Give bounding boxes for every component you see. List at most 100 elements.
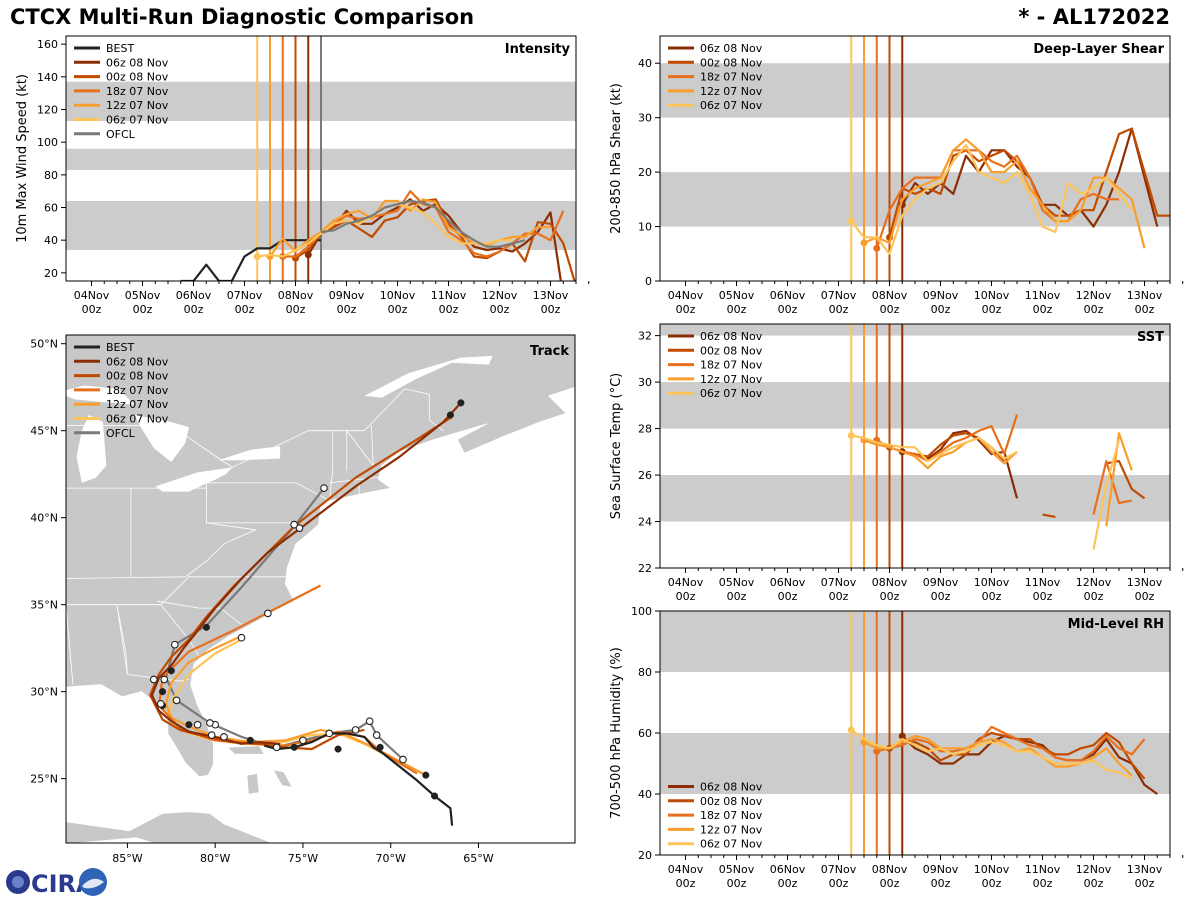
chart-title: Deep-Layer Shear (1033, 42, 1164, 57)
map-y-tick-label: 50°N (30, 338, 58, 351)
y-tick-label: 20 (638, 849, 652, 862)
x-tick-label-day: 07Nov (821, 863, 857, 876)
map-y-tick-label: 35°N (30, 599, 58, 612)
shaded-band (660, 611, 1170, 672)
series-line (901, 734, 1158, 795)
legend-label: 06z 07 Nov (106, 114, 169, 127)
ofcl-position-marker (172, 696, 181, 705)
ofcl-position-marker (237, 633, 246, 642)
x-tick-label-hour: 00z (676, 877, 696, 890)
map-y-tick-label: 25°N (30, 773, 58, 786)
y-tick-label: 40 (638, 57, 652, 70)
x-tick-label-day: 12Nov (1076, 863, 1112, 876)
x-tick-label-hour: 00z (676, 590, 696, 603)
series-start-dot (898, 732, 906, 740)
x-tick-label-hour: 00z (982, 590, 1002, 603)
chart-title: SST (1137, 330, 1164, 345)
north-america-land (66, 335, 575, 778)
x-tick-label-hour: 00z (1033, 877, 1053, 890)
ofcl-position-marker (170, 640, 179, 649)
x-tick-label-hour: 00z (1084, 590, 1104, 603)
x-tick-label-day: 06Nov (770, 289, 806, 302)
x-tick-label-day: 06Nov (176, 289, 212, 302)
ofcl-position-marker (299, 736, 307, 745)
x-tick-label-hour: 00z (1135, 590, 1155, 603)
x-tick-label-day: 08Nov (278, 289, 314, 302)
main-title: CTCX Multi-Run Diagnostic Comparison (10, 5, 475, 29)
series-line (851, 434, 1121, 550)
y-tick-label: 28 (638, 423, 652, 436)
plot-area (660, 36, 1170, 281)
sst-chart: 04Nov00z05Nov00z06Nov00z07Nov00z08Nov00z… (609, 323, 1184, 603)
us-canada-border (66, 388, 444, 468)
x-tick-label-hour: 00z (727, 590, 747, 603)
x-tick-label-hour: 00z (1033, 303, 1053, 316)
track-position-marker (446, 411, 454, 419)
x-tick-label-hour: 00z (829, 877, 849, 890)
ofcl-position-marker (220, 733, 228, 741)
y-tick-label: 100 (37, 136, 58, 149)
y-tick-label: 32 (638, 330, 652, 343)
chart-title: Mid-Level RH (1068, 617, 1164, 632)
x-tick-label-hour: 00z (778, 590, 798, 603)
ofcl-position-marker (207, 731, 216, 739)
lake-huron (134, 415, 189, 462)
x-tick-label-hour: 00z (880, 590, 900, 603)
x-tick-label-day: 10Nov (974, 576, 1010, 589)
map-y-tick-label: 40°N (30, 512, 58, 525)
y-tick-label: 26 (638, 469, 652, 482)
ga-nc-va-border (116, 576, 288, 675)
series-line (850, 143, 1133, 255)
shear-chart: 04Nov00z05Nov00z06Nov00z07Nov00z08Nov00z… (609, 35, 1184, 316)
track-position-marker (422, 771, 430, 779)
x-tick-label-day: 10Nov (974, 863, 1010, 876)
x-tick-label-hour: 00z (931, 303, 951, 316)
x-tick-label-hour: 00z (1084, 303, 1104, 316)
track-map: 85°W 80°W 75°W 70°W 65°W 25°N 30°N 35°N 40°N 45°N… (30, 334, 576, 865)
map-frame (65, 334, 576, 844)
x-tick-label-hour: 00z (778, 303, 798, 316)
legend-label: 12z 07 Nov (106, 398, 169, 411)
x-tick-label-day: 13Nov (1127, 576, 1163, 589)
x-tick-label-hour: 00z (1135, 303, 1155, 316)
legend-label: BEST (106, 341, 134, 354)
chart-title: Intensity (505, 42, 571, 57)
ny-ne-border (328, 430, 334, 501)
x-tick-label-hour: 00z (676, 303, 696, 316)
track-position-marker (246, 736, 254, 744)
x-tick-label-day: 08Nov (872, 576, 908, 589)
cuba-land (66, 811, 274, 843)
x-tick-label-hour: 00z (778, 877, 798, 890)
series-line (320, 199, 526, 248)
x-tick-label-hour: 00z (727, 877, 747, 890)
series-start-dot (847, 726, 855, 734)
x-tick-label-day: 05Nov (125, 289, 161, 302)
legend-label: 06z 07 Nov (700, 838, 763, 851)
track-position-marker (457, 399, 465, 407)
x-tick-label-day: 05Nov (719, 289, 755, 302)
map-y-tick-label: 30°N (30, 686, 58, 699)
ofcl-position-marker (272, 743, 281, 752)
track-position-marker (167, 667, 175, 675)
legend-label: BEST (106, 42, 134, 55)
intensity-chart: 04Nov00z05Nov00z06Nov00z07Nov00z08Nov00z… (15, 35, 590, 316)
x-tick-label-hour: 00z (880, 303, 900, 316)
map-x-tick-label: 85°W (112, 852, 142, 865)
y-tick-label: 22 (638, 562, 652, 575)
ofcl-position-marker (325, 729, 334, 738)
y-tick-label: 40 (44, 234, 58, 247)
legend-label: 18z 07 Nov (106, 384, 169, 397)
track-position-marker (290, 743, 298, 751)
map-y-tick-label: 45°N (30, 425, 58, 438)
map-x-tick-label: 65°W (463, 852, 493, 865)
x-tick-label-hour: 00z (235, 303, 255, 316)
al-ms-border (66, 604, 74, 685)
ofcl-position-marker (351, 726, 360, 734)
x-tick-label-day: 09Nov (923, 576, 959, 589)
x-tick-label-day: 11Nov (1025, 863, 1061, 876)
cira-logo-left-globe-inner (12, 876, 24, 888)
y-tick-label: 120 (37, 104, 58, 117)
